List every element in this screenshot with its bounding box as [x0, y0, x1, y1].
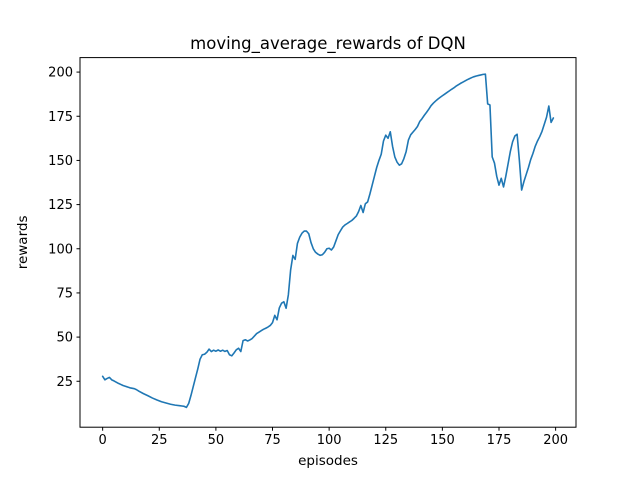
- y-tick-label: 75: [56, 286, 73, 301]
- x-tick-label: 25: [151, 433, 168, 448]
- chart-title: moving_average_rewards of DQN: [190, 34, 466, 54]
- x-tick-label: 50: [208, 433, 225, 448]
- x-tick-label: 200: [543, 433, 568, 448]
- x-tick-label: 150: [430, 433, 455, 448]
- axes-frame: [79, 57, 577, 428]
- x-axis-ticks: 0 25 50 75 100 125 150 175 200: [99, 427, 568, 448]
- y-tick-label: 100: [48, 242, 73, 257]
- y-tick-label: 200: [48, 66, 73, 81]
- x-tick-label: 75: [264, 433, 281, 448]
- x-tick-label: 0: [99, 433, 107, 448]
- y-tick-label: 175: [48, 110, 73, 125]
- x-tick-label: 125: [373, 433, 398, 448]
- reward-line-series: [101, 73, 555, 409]
- x-tick-label: 100: [317, 433, 342, 448]
- y-tick-label: 150: [48, 154, 73, 169]
- y-tick-label: 50: [56, 331, 73, 346]
- y-axis-label: rewards: [15, 216, 31, 270]
- y-tick-label: 25: [56, 375, 73, 390]
- y-tick-label: 125: [48, 198, 73, 213]
- y-axis-ticks: 25 50 75 100 125 150 175 200: [48, 66, 80, 390]
- x-tick-label: 175: [487, 433, 512, 448]
- x-axis-label: episodes: [298, 453, 358, 469]
